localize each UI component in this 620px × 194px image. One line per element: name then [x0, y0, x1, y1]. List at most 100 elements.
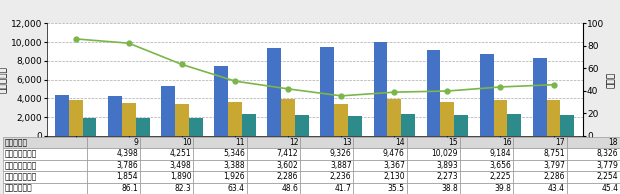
- Bar: [334, 104, 348, 136]
- Bar: [193, 183, 247, 194]
- Text: 検挙件数（件）: 検挙件数（件）: [5, 161, 37, 170]
- Bar: [87, 183, 140, 194]
- Bar: [87, 160, 140, 171]
- Text: 43.4: 43.4: [548, 184, 565, 193]
- Bar: [353, 137, 407, 148]
- Bar: [407, 137, 460, 148]
- Bar: [136, 118, 149, 136]
- Bar: [193, 160, 247, 171]
- Bar: [69, 100, 82, 136]
- Bar: [460, 160, 513, 171]
- Bar: [321, 47, 334, 136]
- Bar: [140, 160, 193, 171]
- Text: 9,476: 9,476: [383, 149, 405, 158]
- Text: 10: 10: [182, 138, 192, 147]
- Text: 39.8: 39.8: [495, 184, 512, 193]
- Bar: [281, 99, 295, 136]
- Bar: [567, 160, 620, 171]
- Text: 13: 13: [342, 138, 352, 147]
- Bar: [533, 58, 547, 136]
- Bar: [460, 183, 513, 194]
- Bar: [407, 183, 460, 194]
- Text: 15: 15: [448, 138, 458, 147]
- Bar: [140, 183, 193, 194]
- Bar: [300, 137, 353, 148]
- Text: 2,225: 2,225: [490, 172, 511, 181]
- Text: 3,779: 3,779: [596, 161, 618, 170]
- Bar: [247, 171, 300, 183]
- Text: 3,797: 3,797: [543, 161, 565, 170]
- Bar: [3, 171, 87, 183]
- Bar: [567, 171, 620, 183]
- Text: 1,854: 1,854: [117, 172, 138, 181]
- Text: 9,326: 9,326: [330, 149, 352, 158]
- Text: 86.1: 86.1: [122, 184, 138, 193]
- Text: 3,388: 3,388: [223, 161, 245, 170]
- Bar: [140, 137, 193, 148]
- Text: 1,926: 1,926: [223, 172, 245, 181]
- Text: 63.4: 63.4: [228, 184, 245, 193]
- Bar: [513, 137, 567, 148]
- Text: 11: 11: [236, 138, 245, 147]
- Text: 3,887: 3,887: [330, 161, 352, 170]
- Text: 検挙率（％）: 検挙率（％）: [5, 184, 33, 193]
- Text: 2,286: 2,286: [543, 172, 565, 181]
- Text: 7,412: 7,412: [277, 149, 298, 158]
- Text: 17: 17: [555, 138, 565, 147]
- Bar: [353, 160, 407, 171]
- Bar: [353, 171, 407, 183]
- Text: 2,130: 2,130: [383, 172, 405, 181]
- Y-axis label: （件、人）: （件、人）: [0, 66, 8, 93]
- Bar: [175, 104, 189, 136]
- Bar: [215, 66, 228, 136]
- Bar: [242, 114, 255, 136]
- Bar: [295, 115, 309, 136]
- Bar: [407, 148, 460, 160]
- Bar: [3, 183, 87, 194]
- Bar: [228, 102, 242, 136]
- Text: 3,786: 3,786: [117, 161, 138, 170]
- Bar: [513, 183, 567, 194]
- Text: 3,602: 3,602: [277, 161, 298, 170]
- Bar: [267, 48, 281, 136]
- Text: 8,751: 8,751: [543, 149, 565, 158]
- Bar: [460, 148, 513, 160]
- Bar: [3, 148, 87, 160]
- Text: 16: 16: [502, 138, 512, 147]
- Bar: [460, 137, 513, 148]
- Bar: [560, 115, 574, 136]
- Text: 12: 12: [289, 138, 298, 147]
- Bar: [82, 118, 97, 136]
- Text: 18: 18: [609, 138, 618, 147]
- Bar: [507, 114, 521, 136]
- Text: 5,346: 5,346: [223, 149, 245, 158]
- Bar: [193, 148, 247, 160]
- Text: 検挙人員（人）: 検挙人員（人）: [5, 172, 37, 181]
- Text: 4,251: 4,251: [170, 149, 192, 158]
- Bar: [440, 101, 454, 136]
- Text: 2,286: 2,286: [277, 172, 298, 181]
- Bar: [401, 114, 415, 136]
- Text: 9: 9: [133, 138, 138, 147]
- Bar: [87, 148, 140, 160]
- Bar: [454, 115, 468, 136]
- Bar: [247, 183, 300, 194]
- Bar: [300, 171, 353, 183]
- Text: 41.7: 41.7: [335, 184, 352, 193]
- Bar: [407, 171, 460, 183]
- Y-axis label: （％）: （％）: [607, 71, 616, 88]
- Bar: [494, 100, 507, 136]
- Bar: [460, 171, 513, 183]
- Bar: [247, 137, 300, 148]
- Text: 3,893: 3,893: [436, 161, 458, 170]
- Text: 2,273: 2,273: [436, 172, 458, 181]
- Text: 38.8: 38.8: [441, 184, 458, 193]
- Bar: [374, 42, 388, 136]
- Text: 14: 14: [395, 138, 405, 147]
- Bar: [161, 86, 175, 136]
- Bar: [567, 137, 620, 148]
- Bar: [87, 171, 140, 183]
- Bar: [353, 183, 407, 194]
- Text: 10,029: 10,029: [432, 149, 458, 158]
- Text: 8,326: 8,326: [596, 149, 618, 158]
